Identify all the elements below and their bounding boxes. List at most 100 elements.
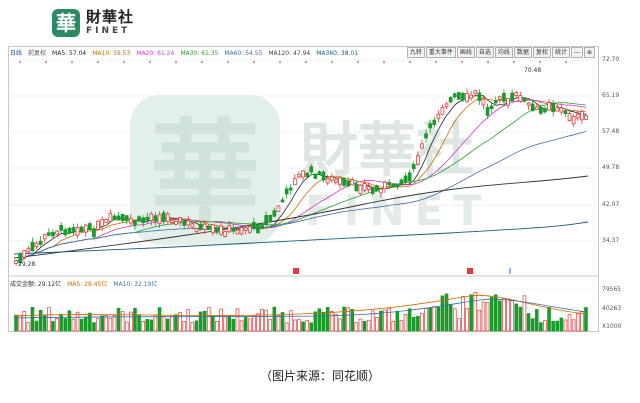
candle-body: [567, 113, 572, 122]
candle-body: [210, 224, 215, 234]
top-event-dot-icon: [513, 61, 515, 63]
top-event-dot-icon: [487, 61, 489, 63]
candle-body: [383, 181, 387, 190]
volume-bar: [559, 317, 564, 332]
volume-bar: [358, 318, 363, 332]
candle-body: [79, 226, 84, 232]
candle-body: [116, 215, 121, 221]
price-tick: 49.78: [602, 164, 620, 171]
top-event-dot-icon: [71, 61, 73, 63]
volume-bar: [473, 291, 478, 332]
candle-body: [399, 179, 404, 185]
candle-body: [563, 110, 568, 114]
data-button[interactable]: 数据: [513, 47, 532, 58]
volume-bar: [502, 298, 506, 332]
candle-body: [186, 220, 191, 226]
candle-body: [83, 224, 88, 233]
major-events-button[interactable]: 重大事件: [425, 47, 456, 58]
event-marker-icon: [467, 268, 473, 274]
event-marker-icon: [293, 268, 299, 274]
volume-bar: [309, 322, 314, 332]
volume-bar: [22, 310, 27, 332]
volume-bar: [256, 313, 260, 332]
candle-body: [100, 219, 104, 227]
top-event-dot-icon: [227, 61, 229, 63]
jiuzhuan-button[interactable]: 九转: [406, 47, 425, 58]
volume-bar: [88, 312, 92, 332]
candle-body: [555, 107, 560, 112]
volume-bar: [92, 322, 96, 332]
ma10-label: MA10: 59.53: [92, 50, 131, 57]
volume-bar: [297, 318, 301, 332]
watchlist-button[interactable]: 自选: [475, 47, 494, 58]
candle-body: [256, 224, 260, 234]
volume-bar: [485, 302, 490, 332]
volume-bar: [555, 320, 560, 332]
volume-bar: [379, 310, 383, 332]
candle-body: [153, 215, 158, 222]
moving-average-button[interactable]: 均线: [494, 47, 513, 58]
volume-bar: [526, 313, 531, 332]
volume-info-row: 成交金额: 29.12亿 MA5: 28.45亿 MA10: 32.19亿: [10, 279, 157, 288]
draw-line-button[interactable]: 画线: [456, 47, 475, 58]
candle-body: [235, 229, 240, 235]
volume-bar: [522, 295, 527, 332]
high-annotation: 70.48: [524, 67, 541, 74]
candle-body: [34, 242, 39, 247]
stats-button[interactable]: 统计: [551, 47, 570, 58]
candle-body: [276, 205, 281, 212]
adjust-label[interactable]: 前复权: [28, 50, 47, 57]
candle-body: [243, 227, 248, 231]
volume-bar: [551, 320, 555, 332]
volume-bar: [489, 296, 494, 332]
volume-bar: [104, 315, 109, 332]
candle-body: [469, 94, 474, 99]
candle-body: [329, 176, 334, 181]
volume-bar: [510, 300, 514, 332]
volume-bar: [67, 310, 72, 332]
volume-bar: [362, 320, 367, 332]
adjust-button[interactable]: 复权: [532, 47, 551, 58]
candle-body: [379, 188, 383, 194]
volume-bar: [79, 318, 84, 332]
top-event-dot-icon: [409, 61, 411, 63]
candle-body: [157, 214, 162, 225]
candle-body: [55, 230, 59, 235]
volume-bar: [108, 318, 113, 332]
volume-bars: [14, 291, 588, 332]
ma5-label: MA5: 57.04: [52, 50, 87, 57]
candle-body: [141, 217, 145, 224]
candle-body: [75, 226, 80, 236]
candle-body: [18, 254, 23, 264]
volume-bar: [563, 319, 568, 332]
volume-bar: [247, 318, 252, 332]
zoom-out-button[interactable]: —: [570, 47, 583, 58]
candle-body: [305, 172, 310, 178]
candle-body: [403, 175, 408, 183]
candle-body: [165, 213, 170, 222]
volume-bar: [416, 315, 420, 332]
low-annotation: 29.28: [18, 261, 35, 268]
volume-bar: [112, 315, 117, 332]
volume-bar: [211, 315, 215, 332]
candle-body: [190, 223, 195, 228]
top-event-dot-icon: [279, 61, 281, 63]
candle-body: [309, 166, 314, 173]
volume-bar: [321, 311, 326, 332]
candle-body: [358, 184, 363, 195]
zoom-in-button[interactable]: ⊕: [583, 47, 595, 58]
ma-line-10: [15, 97, 586, 263]
volume-bar: [252, 315, 256, 332]
volume-bar: [354, 322, 359, 332]
event-markers: [19, 61, 567, 274]
ma-line-30: [15, 102, 586, 263]
candle-body: [584, 115, 588, 120]
candle-body: [395, 184, 400, 188]
period-label[interactable]: 日线: [10, 50, 23, 57]
candle-body: [342, 177, 346, 186]
volume-ma5-label: MA5: 28.45亿: [67, 281, 108, 288]
price-axis: 72.70 65.19 57.48 49.78 42.07 34.37: [600, 56, 636, 256]
volume-ma10-line: [13, 298, 589, 319]
candle-body: [350, 179, 355, 186]
